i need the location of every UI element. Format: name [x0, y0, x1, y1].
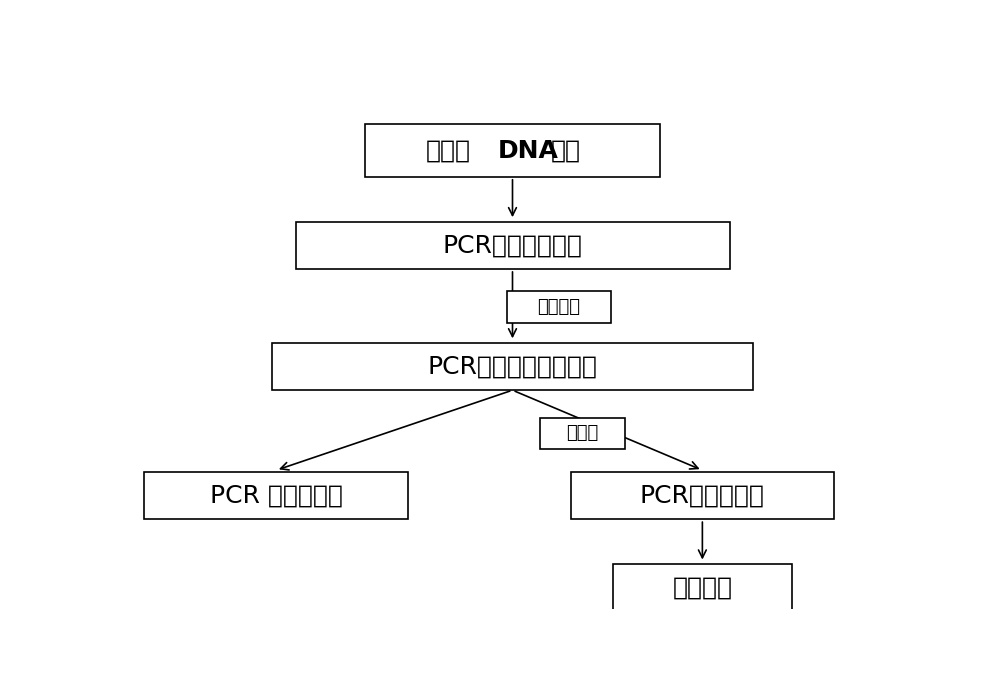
Text: PCR产物的克隆: PCR产物的克隆 — [640, 484, 765, 508]
Text: 提取: 提取 — [551, 139, 581, 163]
Bar — [613, 564, 792, 611]
Bar — [571, 472, 834, 519]
Bar — [365, 124, 660, 177]
Bar — [296, 222, 730, 269]
Text: PCR扩增目的片断: PCR扩增目的片断 — [443, 233, 582, 257]
Text: 杂合子: 杂合子 — [566, 424, 598, 443]
Bar — [272, 343, 753, 390]
Text: 基因组: 基因组 — [426, 139, 471, 163]
Text: PCR产物的回收和纯化: PCR产物的回收和纯化 — [428, 354, 597, 378]
Text: 电泳检测: 电泳检测 — [538, 298, 580, 316]
Bar — [507, 291, 611, 324]
Text: 质粒测序: 质粒测序 — [672, 576, 732, 600]
Text: DNA: DNA — [498, 139, 559, 163]
Bar — [540, 417, 625, 449]
Bar — [144, 472, 408, 519]
Text: PCR 产物的测序: PCR 产物的测序 — [210, 484, 343, 508]
